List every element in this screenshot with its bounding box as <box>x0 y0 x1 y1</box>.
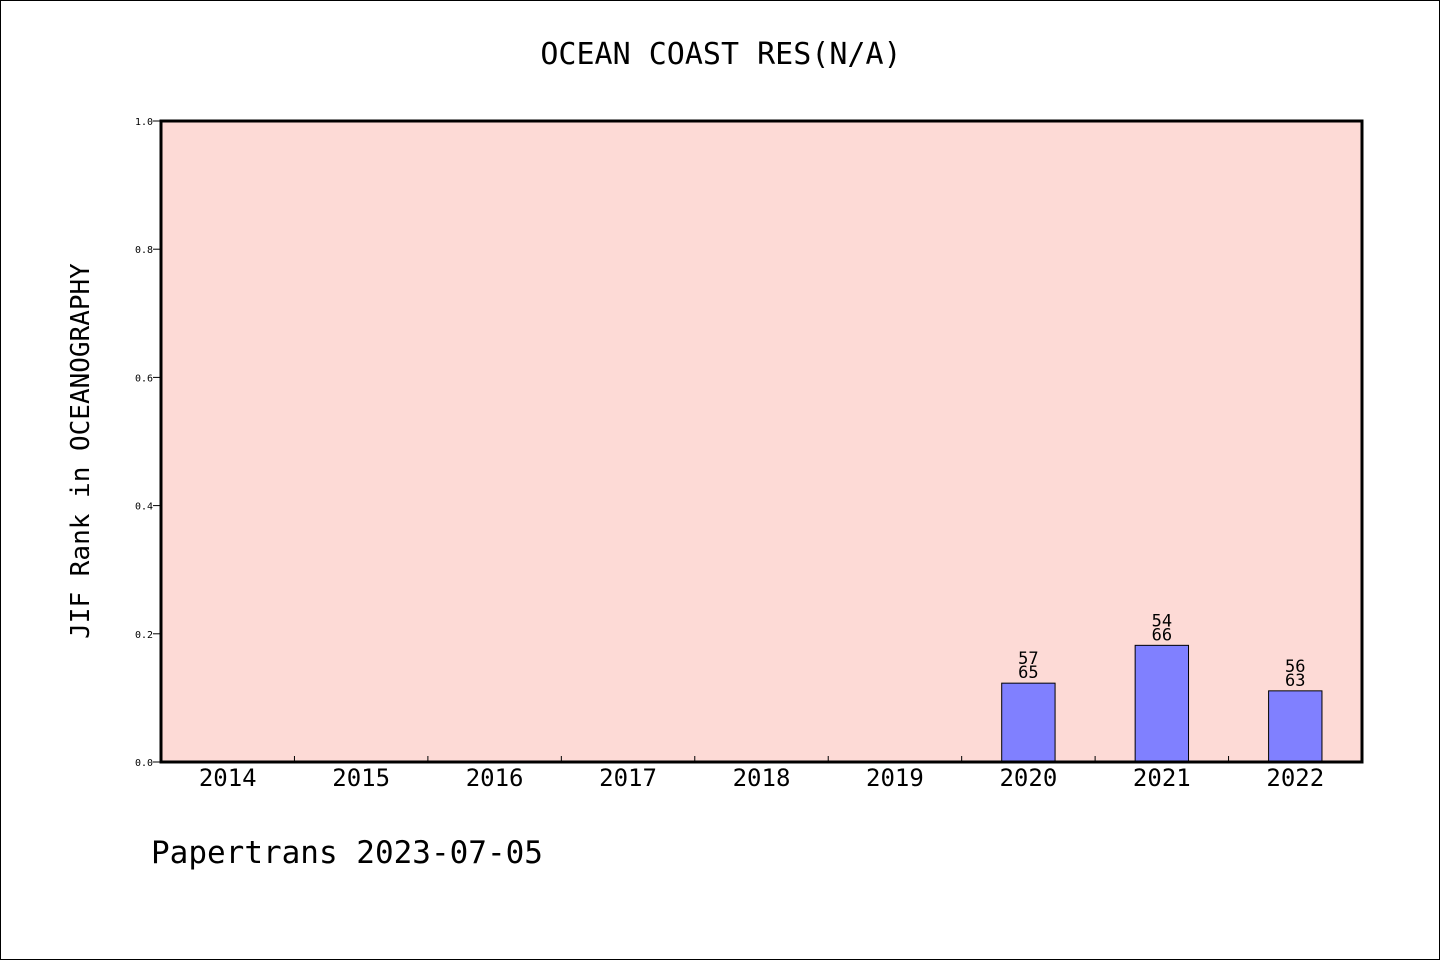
y-tick-label: 0.0 <box>135 758 153 769</box>
y-tick-label: 1.0 <box>135 117 153 128</box>
x-tick-label: 2022 <box>1266 764 1324 792</box>
plot-border <box>159 119 1364 764</box>
x-tick-label: 2018 <box>733 764 791 792</box>
chart-title: OCEAN COAST RES(N/A) <box>540 37 902 72</box>
bar-label-rank: 56 <box>1285 657 1305 677</box>
x-tick-label: 2017 <box>599 764 657 792</box>
footer-credit: Papertrans 2023-07-05 <box>151 835 543 871</box>
bar-label-total: 63 <box>1285 671 1305 691</box>
y-tick-label: 0.8 <box>135 245 153 256</box>
x-tick-label: 2014 <box>199 764 257 792</box>
bar-label-rank: 57 <box>1018 649 1038 669</box>
y-tick-label: 0.6 <box>135 373 153 384</box>
bar-label-rank: 54 <box>1152 611 1172 631</box>
x-tick-label: 2021 <box>1133 764 1191 792</box>
bar-2020 <box>1001 682 1056 763</box>
x-tick-label: 2015 <box>332 764 390 792</box>
x-tick-label: 2020 <box>999 764 1057 792</box>
bar-2021 <box>1134 644 1190 763</box>
y-tick-label: 0.2 <box>135 630 153 641</box>
bar-2022 <box>1268 690 1323 763</box>
x-tick-label: 2019 <box>866 764 924 792</box>
y-tick-label: 0.4 <box>135 502 153 513</box>
bar-label-total: 66 <box>1152 625 1172 645</box>
bar-label-total: 65 <box>1018 663 1038 683</box>
x-tick-label: 2016 <box>466 764 524 792</box>
